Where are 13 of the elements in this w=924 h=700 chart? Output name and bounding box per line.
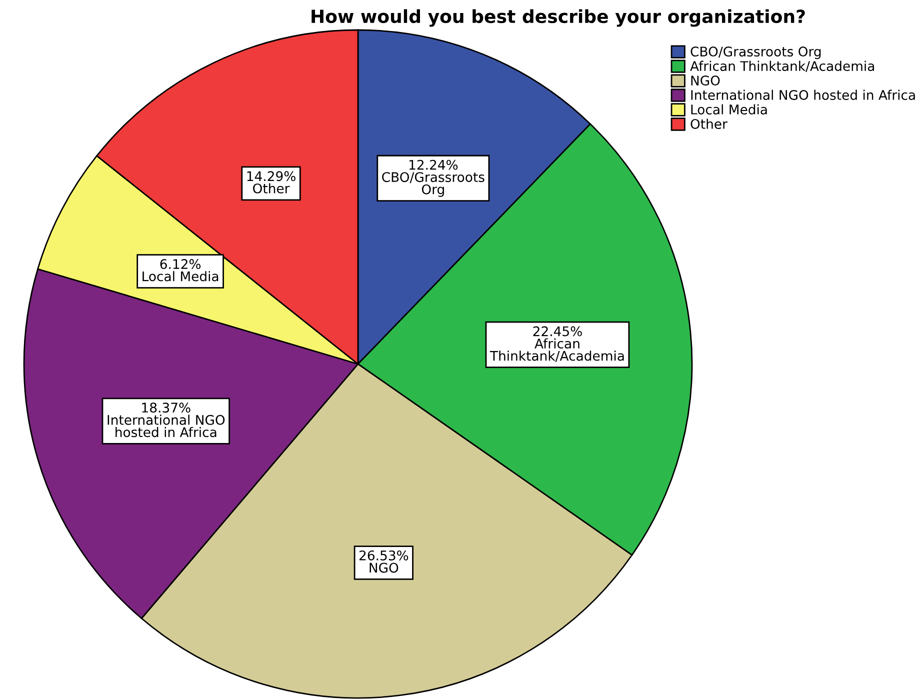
legend-label: Local Media: [691, 104, 767, 114]
data-label: 12.24% CBO/Grassroots Org: [382, 160, 484, 197]
data-label: 18.37% International NGO hosted in Africa: [108, 402, 225, 438]
data-label: 6.12% Local Media: [142, 259, 218, 282]
data-label: 26.53% NGO: [359, 550, 408, 573]
data-label: 22.45% African Thinktank/Academia: [490, 326, 624, 362]
legend-label: CBO/Grassroots Org: [690, 46, 821, 60]
legend-label: Other: [690, 118, 728, 129]
legend-label: NGO: [691, 76, 720, 86]
legend-label: International NGO hosted in Africa: [691, 90, 915, 100]
data-label: 14.29% Other: [247, 171, 296, 194]
chart-title: How would you best describe your organization?: [312, 9, 805, 27]
legend-label: African Thinktank/Academia: [690, 60, 874, 72]
